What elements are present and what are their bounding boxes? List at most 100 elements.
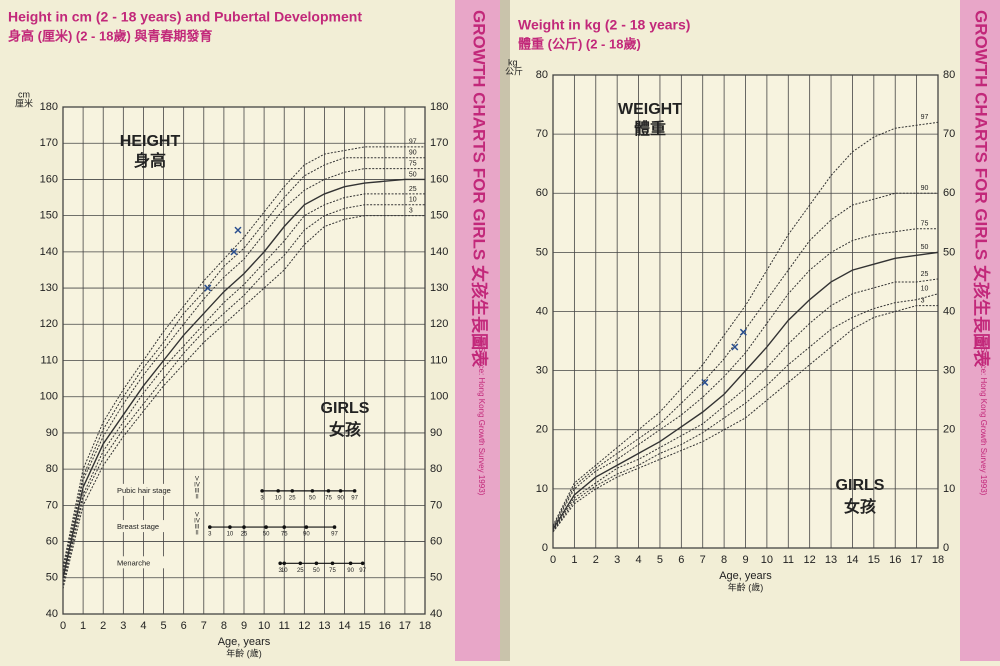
- puberty-marker: [348, 561, 353, 566]
- x-tick-label: 18: [932, 554, 944, 566]
- percentile-label: 3: [208, 532, 212, 538]
- band-source: (Source: Hong Kong Growth Survey 1993): [979, 345, 988, 496]
- annotation: GIRLS: [321, 400, 370, 417]
- x-tick-label: 5: [657, 554, 663, 566]
- y-tick-label: 40: [430, 608, 442, 620]
- annotation: WEIGHT: [618, 101, 682, 118]
- x-tick-label: 8: [221, 620, 227, 632]
- x-tick-label: 18: [419, 620, 431, 632]
- measurement: [701, 378, 709, 386]
- x-tick-label: 1: [571, 554, 577, 566]
- measurement: [204, 284, 212, 292]
- row-label: Breast stage: [117, 522, 159, 531]
- percentile-label: 3: [279, 568, 283, 574]
- x-tick-label: 10: [258, 620, 270, 632]
- y-tick-label: 50: [430, 572, 442, 584]
- stage-label: IV: [194, 519, 200, 525]
- y-tick-label: 50: [536, 246, 548, 258]
- y-tick-label: 60: [536, 187, 548, 199]
- x-tick-label: 11: [279, 620, 290, 632]
- band-source: (Source: Hong Kong Growth Survey 1993): [477, 345, 486, 496]
- x-tick-label: 0: [60, 620, 66, 632]
- y-tick-label: 100: [40, 391, 58, 403]
- y-tick-label: 170: [430, 137, 448, 149]
- percentile-label: 50: [309, 495, 316, 501]
- title: Weight in kg (2 - 18 years): [518, 17, 690, 33]
- side-band-text: GROWTH CHARTS FOR GIRLS 女孩生長圖表(Source: H…: [470, 10, 490, 496]
- puberty-marker: [282, 561, 287, 566]
- subtitle: 體重 (公斤) (2 - 18歲): [518, 36, 641, 51]
- stage-label: IV: [194, 482, 200, 488]
- stage-label: II: [195, 494, 199, 500]
- x-tick-label: 2: [100, 620, 106, 632]
- stage-label: V: [195, 513, 199, 519]
- y-tick-label: 80: [46, 463, 58, 475]
- series-label: 90: [409, 150, 417, 157]
- x-tick-label: 1: [80, 620, 86, 632]
- y-tick-label: 110: [40, 354, 58, 366]
- series-label: 50: [921, 244, 929, 251]
- y-tick-label: 40: [536, 305, 548, 317]
- series-label: 3: [921, 297, 925, 304]
- percentile-label: 90: [337, 495, 344, 501]
- series-label: 75: [921, 221, 929, 228]
- annotation: 女孩: [329, 420, 361, 439]
- band-title: GROWTH CHARTS FOR GIRLS 女孩生長圖表: [972, 10, 992, 368]
- puberty-marker: [264, 525, 268, 529]
- x-tick-label: 5: [160, 620, 166, 632]
- x-axis-label: 年齡 (歲): [226, 647, 262, 658]
- y-tick-label: 30: [536, 365, 548, 377]
- percentile-line: [552, 293, 939, 532]
- label-bg: [115, 556, 165, 569]
- series-label: 25: [409, 186, 417, 193]
- puberty-marker: [260, 489, 264, 493]
- measurement: [739, 328, 747, 336]
- y-tick-label: 170: [40, 137, 58, 149]
- percentile-line: [62, 146, 425, 568]
- y-tick-label: 140: [430, 246, 448, 258]
- puberty-marker: [360, 561, 365, 566]
- percentile-label: 10: [281, 568, 288, 574]
- row-label: Menarche: [117, 558, 150, 567]
- x-tick-label: 4: [635, 554, 641, 566]
- y-axis-label: cm: [18, 89, 30, 99]
- puberty-marker: [298, 561, 303, 566]
- x-tick-label: 6: [181, 620, 187, 632]
- percentile-line: [62, 157, 425, 571]
- x-tick-label: 4: [140, 620, 146, 632]
- puberty-marker: [282, 525, 287, 529]
- series-label: 50: [409, 171, 417, 178]
- series-label: 10: [921, 286, 929, 293]
- series-label: 90: [921, 185, 929, 192]
- percentile-label: 90: [303, 532, 310, 538]
- percentile-label: 97: [351, 495, 358, 501]
- x-tick-label: 7: [201, 620, 207, 632]
- y-tick-label: 50: [943, 246, 955, 258]
- x-tick-label: 12: [298, 620, 310, 632]
- puberty-marker: [208, 525, 212, 529]
- puberty-marker: [338, 489, 343, 493]
- x-tick-label: 10: [761, 554, 773, 566]
- y-tick-label: 80: [430, 463, 442, 475]
- stage-label: III: [194, 525, 199, 531]
- y-tick-label: 90: [430, 427, 442, 439]
- y-tick-label: 120: [40, 318, 58, 330]
- y-tick-label: 100: [430, 391, 448, 403]
- percentile-line: [552, 121, 939, 526]
- y-tick-label: 20: [943, 424, 955, 436]
- series-label: 25: [921, 271, 929, 278]
- measurement: [731, 343, 739, 351]
- x-tick-label: 0: [550, 554, 556, 566]
- percentile-line: [552, 228, 938, 529]
- y-tick-label: 150: [40, 210, 58, 222]
- annotation: HEIGHT: [120, 133, 181, 150]
- y-tick-label: 70: [536, 128, 548, 140]
- percentile-label: 90: [347, 568, 354, 574]
- x-tick-label: 3: [120, 620, 126, 632]
- x-tick-label: 15: [868, 554, 880, 566]
- y-tick-label: 110: [430, 354, 448, 366]
- x-tick-label: 14: [846, 554, 858, 566]
- percentile-line: [62, 215, 425, 589]
- stage-label: V: [195, 476, 199, 482]
